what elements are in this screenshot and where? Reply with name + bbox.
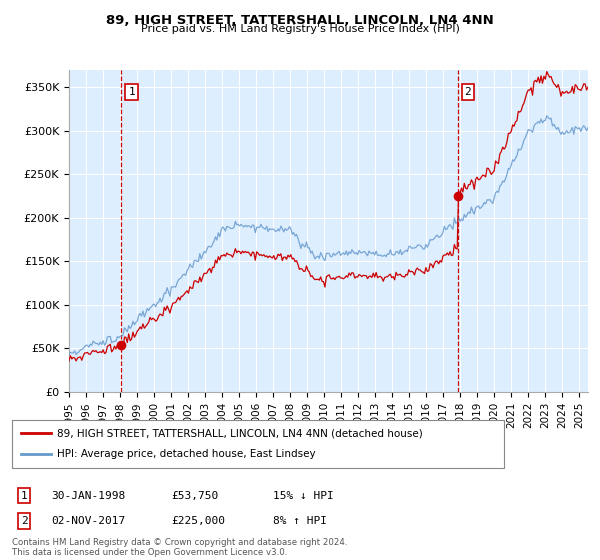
Text: HPI: Average price, detached house, East Lindsey: HPI: Average price, detached house, East…	[57, 449, 316, 459]
Text: 8% ↑ HPI: 8% ↑ HPI	[273, 516, 327, 526]
Text: 2: 2	[20, 516, 28, 526]
Text: 30-JAN-1998: 30-JAN-1998	[51, 491, 125, 501]
Text: 1: 1	[128, 87, 135, 97]
Text: £225,000: £225,000	[171, 516, 225, 526]
Text: 15% ↓ HPI: 15% ↓ HPI	[273, 491, 334, 501]
Text: 1: 1	[20, 491, 28, 501]
Text: Contains HM Land Registry data © Crown copyright and database right 2024.
This d: Contains HM Land Registry data © Crown c…	[12, 538, 347, 557]
Text: Price paid vs. HM Land Registry's House Price Index (HPI): Price paid vs. HM Land Registry's House …	[140, 24, 460, 34]
Text: 02-NOV-2017: 02-NOV-2017	[51, 516, 125, 526]
Text: 89, HIGH STREET, TATTERSHALL, LINCOLN, LN4 4NN: 89, HIGH STREET, TATTERSHALL, LINCOLN, L…	[106, 14, 494, 27]
Text: 89, HIGH STREET, TATTERSHALL, LINCOLN, LN4 4NN (detached house): 89, HIGH STREET, TATTERSHALL, LINCOLN, L…	[57, 428, 423, 438]
Text: £53,750: £53,750	[171, 491, 218, 501]
Text: 2: 2	[464, 87, 471, 97]
